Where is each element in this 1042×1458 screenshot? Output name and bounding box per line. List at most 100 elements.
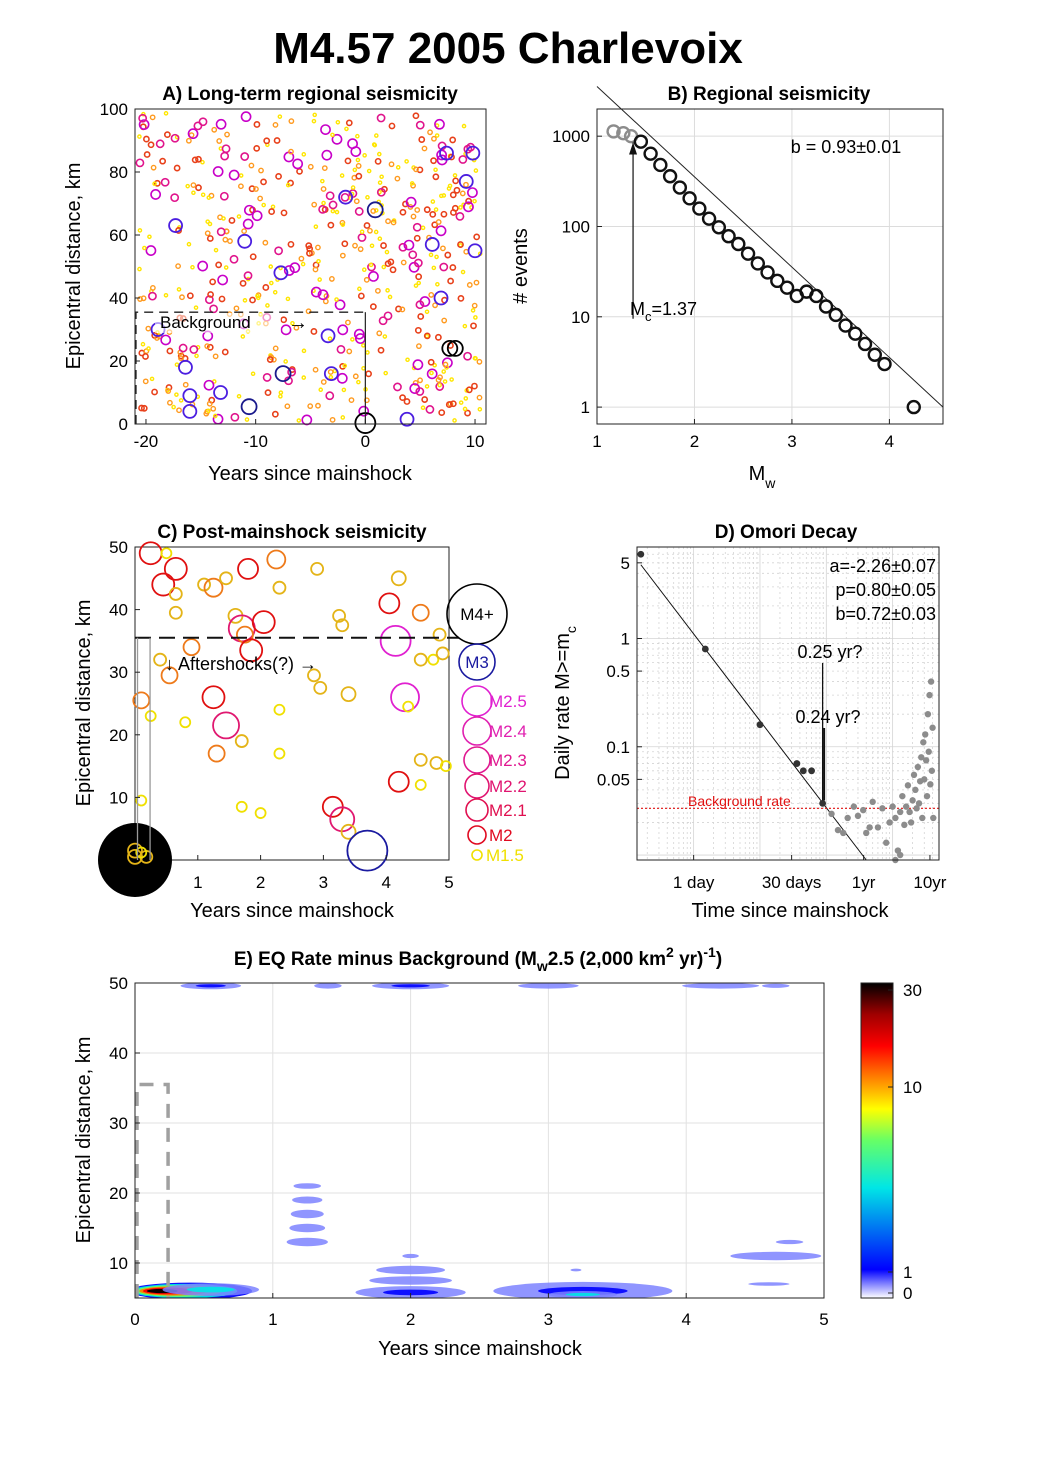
panel-a-event (142, 353, 149, 360)
panel-d-background-point (915, 800, 923, 807)
panel-a-event (452, 418, 457, 423)
panel-a-event (385, 218, 391, 225)
panel-a-event (307, 163, 314, 170)
panel-c-legend-label: M3 (465, 653, 489, 672)
panel-a-xtick-label: -20 (134, 432, 159, 451)
panel-a-event (159, 157, 167, 165)
panel-c-legend-marker (464, 773, 490, 799)
panel-a-event (300, 261, 306, 267)
panel-a-event (257, 195, 264, 202)
panel-a-event (249, 253, 257, 261)
panel-a-event (339, 173, 345, 178)
panel-a-event (434, 333, 442, 341)
panel-a-event (410, 213, 417, 220)
panel-a-event (206, 400, 213, 407)
panel-a-event (298, 255, 305, 262)
panel-a-event (430, 199, 436, 204)
panel-c-xtick-label: 3 (319, 873, 328, 892)
panel-a-event (143, 135, 150, 143)
panel-b-xtick-label: 3 (787, 432, 796, 451)
panel-a-event (377, 346, 385, 354)
panel-e-ylabel: Epicentral distance, km (73, 1037, 95, 1244)
panel-a-event (384, 249, 390, 255)
panel-a-event (174, 392, 179, 397)
panel-a-ytick-label: 0 (119, 415, 128, 434)
panel-a-event (460, 269, 466, 275)
panel-d-background-point (920, 739, 927, 746)
panel-e-contour (761, 983, 790, 988)
panel-d-background-point (929, 724, 936, 731)
panel-c-event (411, 603, 430, 622)
panel-a-event (470, 308, 476, 313)
panel-a-event (251, 210, 263, 222)
panel-a-event (434, 254, 439, 260)
panel-a-event (355, 172, 363, 180)
panel-a-event (277, 114, 283, 119)
panel-a-event (410, 182, 416, 189)
panel-a-event (415, 120, 425, 130)
panel-d-ytick-label: 1 (621, 630, 630, 649)
panel-c-event (390, 682, 420, 713)
panel-a-event (369, 303, 377, 311)
panel-a-event (463, 201, 474, 213)
panel-a-event (320, 178, 325, 184)
panel-a-event (216, 227, 226, 237)
panel-a-event (432, 362, 437, 368)
panel-a-event (262, 239, 269, 246)
panel-a-event (272, 345, 279, 352)
panel-c-event (340, 823, 357, 840)
panel-c-event (163, 557, 188, 581)
panel-a-event (307, 403, 314, 410)
panel-a-event (449, 264, 457, 271)
panel-a-event (458, 400, 464, 405)
panel-d-background-point (930, 814, 937, 822)
panel-a-event (356, 379, 361, 385)
panel-a-event (376, 330, 383, 337)
panel-a-event (190, 182, 197, 189)
panel-d-background-point (902, 803, 910, 810)
panel-e-contour (391, 984, 430, 988)
panel-c-event (237, 558, 259, 580)
panel-a-event (135, 158, 145, 168)
panel-c-event (313, 680, 328, 695)
panel-d-background-point (912, 786, 919, 794)
panel-e-contour (518, 983, 579, 989)
panel-a-event (440, 245, 446, 252)
panel-a-event (285, 296, 291, 302)
panel-a-event (463, 351, 472, 361)
panel-c-event (413, 652, 428, 667)
panel-a-event (415, 387, 425, 396)
panel-a-event (163, 131, 171, 139)
panel-d-background-point (922, 757, 930, 764)
panel-e-contour (748, 1282, 790, 1286)
panel-a-event (284, 403, 291, 410)
panel-d-background-point (922, 731, 929, 738)
panel-c-event (127, 842, 143, 859)
panel-c-annotation: ↓ Aftershocks(?) → (165, 654, 317, 674)
panel-c-ytick-label: 20 (109, 726, 128, 745)
panel-a-event (381, 264, 387, 270)
panel-e-colorbar-label: 0 (903, 1284, 912, 1303)
panel-a-event (185, 137, 192, 144)
panel-a-ytick-label: 40 (109, 289, 128, 308)
panel-a-event (377, 236, 383, 242)
panel-a-event (228, 169, 240, 181)
panel-d-background-point (906, 808, 913, 816)
panel-c-legend-label: M2.4 (489, 722, 527, 741)
panel-a-event (355, 133, 360, 139)
panel-d-background-point (834, 826, 842, 834)
panel-a-event (212, 413, 218, 419)
panel-a-large-event (240, 398, 258, 416)
panel-d-background-point (869, 798, 876, 806)
panel-a-event (399, 394, 406, 402)
panel-a-event (353, 198, 360, 205)
panel-a-event (412, 112, 420, 120)
panel-a-event (431, 221, 439, 229)
panel-a-event (352, 167, 358, 173)
panel-a-event (137, 228, 143, 233)
panel-a-event (138, 113, 148, 123)
panel-a-event (198, 117, 208, 127)
panel-a-large-event (182, 388, 198, 404)
panel-a-event (331, 133, 343, 145)
panel-a-event (317, 289, 329, 301)
